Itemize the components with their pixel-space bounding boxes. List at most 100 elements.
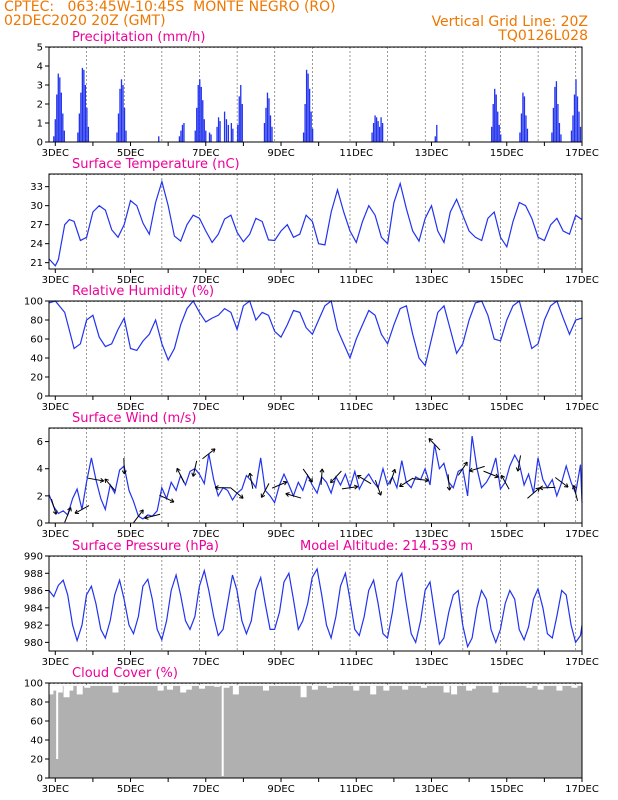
precip-bar: [54, 119, 56, 142]
cloud-dip: [353, 685, 360, 691]
cloud-dip: [221, 685, 224, 777]
cloud-dip: [420, 685, 427, 688]
x-tick-label: 17DEC: [565, 402, 599, 413]
precip-bar: [311, 128, 314, 142]
precip-bar: [237, 124, 239, 142]
precip-bar: [381, 123, 384, 142]
cloud-dip: [466, 685, 473, 691]
precip-bar: [266, 92, 269, 142]
cloud-fill: [49, 685, 582, 778]
cloud-dip: [370, 685, 377, 695]
wind-arrow-head: [319, 468, 325, 473]
x-tick-label: 5DEC: [117, 275, 144, 286]
header-model-code: TQ0126L028: [498, 28, 588, 44]
wind-arrow: [159, 494, 175, 503]
x-tick-label: 9DEC: [267, 529, 294, 540]
precip-bar: [552, 107, 555, 142]
plot-frame: [48, 46, 583, 143]
precip-bar: [84, 85, 87, 142]
precip-bar: [304, 104, 306, 142]
precip-bar: [232, 128, 234, 142]
wind-arrow: [399, 477, 414, 487]
header-date: 02DEC2020 20Z (GMT): [4, 13, 166, 29]
precip-bar: [219, 121, 221, 142]
x-tick-label: 7DEC: [192, 402, 219, 413]
panel-title: Relative Humidity (%): [72, 284, 214, 299]
precip-bar: [200, 86, 202, 142]
precip-bar: [202, 100, 204, 142]
x-tick-label: 7DEC: [192, 784, 219, 795]
y-tick-label: 20: [30, 755, 43, 766]
panel-title: Surface Temperature (nC): [72, 157, 240, 172]
cloud-dip: [326, 685, 333, 688]
x-tick-label: 3DEC: [42, 657, 69, 668]
precip-bar: [227, 124, 230, 142]
precip-bar: [117, 113, 120, 142]
y-tick-label: 100: [24, 297, 43, 308]
x-tick-label: 13DEC: [415, 657, 449, 668]
precip-bar: [196, 107, 198, 142]
wind-arrow: [341, 486, 358, 490]
precip-bar: [225, 119, 228, 142]
precip-bar: [371, 132, 373, 142]
wind-arrow: [527, 487, 540, 499]
precip-bar: [205, 130, 207, 142]
cloud-dip: [383, 685, 390, 691]
cloud-dip: [56, 685, 59, 759]
wind-arrow: [261, 483, 270, 498]
y-tick-label: 2: [37, 100, 43, 111]
precip-bar: [180, 130, 182, 142]
panel-title: Surface Pressure (hPa): [72, 539, 219, 554]
y-tick-label: 980: [24, 638, 43, 649]
x-tick-label: 11DEC: [339, 148, 373, 159]
cloud-dip: [214, 685, 221, 687]
panel-2: 0 20 40 60 80 100 3DEC 5DEC 7DEC 9DEC 11DEC 13DEC 15…: [24, 284, 599, 413]
precip-bar: [183, 123, 185, 142]
precip-bar: [572, 115, 574, 142]
wind-arrow-head: [247, 472, 253, 478]
y-tick-label: 3: [37, 81, 43, 92]
y-tick-label: 1: [37, 119, 43, 130]
y-tick-label: 60: [30, 335, 43, 346]
precip-bar: [77, 132, 79, 142]
precip-bar: [380, 117, 382, 142]
precip-bar: [60, 92, 62, 142]
wind-arrow: [320, 468, 323, 485]
wind-arrow-head: [191, 472, 197, 477]
wind-arrow-head: [494, 473, 499, 479]
precip-bar: [238, 96, 240, 142]
cloud-dip: [157, 685, 164, 691]
y-tick-label: 0: [37, 519, 43, 530]
x-tick-label: 15DEC: [490, 529, 524, 540]
wind-arrow: [123, 457, 125, 475]
x-tick-label: 13DEC: [415, 275, 449, 286]
x-tick-label: 13DEC: [415, 402, 449, 413]
precip-bar: [122, 85, 124, 142]
precip-bar: [81, 67, 84, 142]
wind-arrow: [374, 480, 382, 496]
precip-bar: [434, 136, 436, 142]
wind-arrow: [500, 475, 510, 490]
y-tick-label: 986: [24, 586, 43, 597]
wind-arrow: [50, 498, 57, 515]
precip-bar: [558, 123, 561, 142]
cloud-dip: [185, 685, 192, 690]
wind-arrow: [447, 474, 451, 491]
wind-arrow-head: [377, 491, 383, 496]
precip-bar: [203, 119, 205, 142]
wind-arrow-head: [211, 448, 216, 453]
x-tick-label: 9DEC: [267, 784, 294, 795]
wind-arrow-head: [399, 482, 404, 488]
cloud-dip: [526, 685, 533, 688]
wind-arrow: [469, 465, 485, 472]
precip-bar: [375, 117, 378, 142]
wind-arrow-head: [356, 474, 362, 480]
precip-bar: [526, 128, 529, 142]
wind-arrow: [357, 475, 372, 485]
wind-arrow-head: [169, 498, 175, 503]
plot-frame: [48, 173, 583, 270]
precip-bar: [497, 111, 499, 142]
precip-bar: [123, 107, 126, 142]
precip-bar: [197, 85, 199, 142]
cloud-dip: [84, 685, 91, 688]
